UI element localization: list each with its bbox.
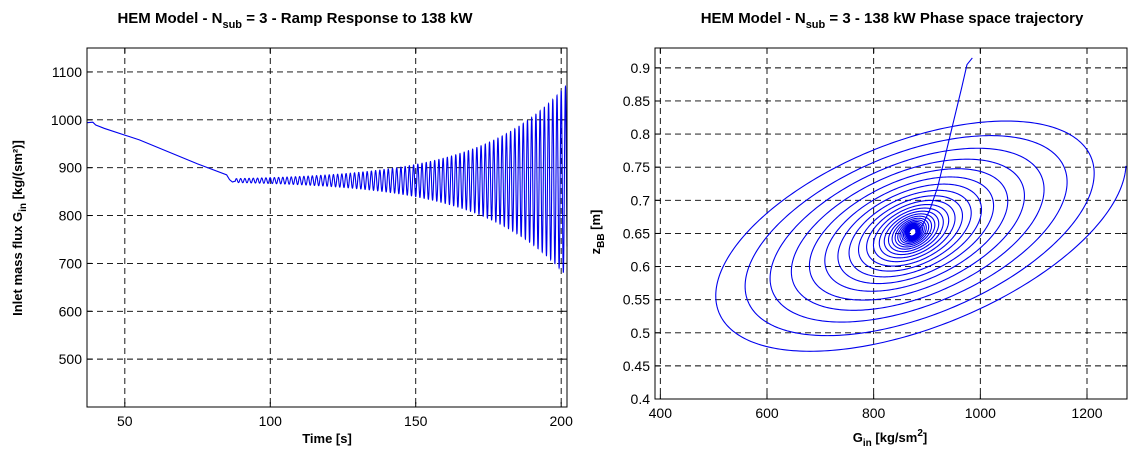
plot-frame [654, 47, 1128, 400]
mass-flux-series [86, 84, 568, 273]
plot-frame [86, 47, 568, 408]
grid [655, 48, 1127, 400]
y-tick-label: 500 [59, 351, 83, 367]
x-tick-labels: 400 600 800 1000 1200 [649, 405, 1103, 421]
y-tick-label: 0.7 [631, 192, 651, 208]
x-tick-label: 400 [649, 405, 673, 421]
x-tick-labels: 50 100 150 200 [117, 413, 573, 429]
y-tick-label: 0.6 [631, 259, 651, 275]
chart-title: HEM Model - Nsub = 3 - Ramp Response to … [117, 10, 473, 31]
x-tick-label: 1000 [965, 405, 996, 421]
y-tick-label: 600 [59, 303, 83, 319]
y-axis-label: zBB [m] [588, 210, 607, 255]
grid [87, 48, 567, 407]
y-axis-label: Inlet mass flux Gin [kg/(sm²)] [10, 140, 29, 316]
x-tick-label: 200 [550, 413, 574, 429]
y-tick-label: 0.45 [623, 358, 650, 374]
x-axis-label: Time [s] [302, 431, 352, 446]
y-tick-label: 800 [59, 208, 83, 224]
x-tick-label: 600 [755, 405, 779, 421]
x-tick-label: 100 [259, 413, 283, 429]
y-tick-label: 0.5 [631, 325, 651, 341]
y-tick-labels: 500 600 700 800 900 1000 1100 [51, 64, 82, 367]
x-tick-label: 50 [117, 413, 133, 429]
tick-marks [87, 48, 567, 407]
x-tick-label: 150 [404, 413, 428, 429]
chart-ramp-response: HEM Model - Nsub = 3 - Ramp Response to … [10, 10, 573, 446]
y-tick-label: 0.85 [623, 93, 650, 109]
y-tick-label: 0.9 [631, 60, 651, 76]
x-tick-label: 1200 [1071, 405, 1102, 421]
y-tick-label: 0.75 [623, 159, 650, 175]
y-tick-label: 900 [59, 160, 83, 176]
y-tick-label: 700 [59, 255, 83, 271]
y-tick-label: 0.4 [631, 391, 651, 407]
chart-phase-space: HEM Model - Nsub = 3 - 138 kW Phase spac… [588, 10, 1128, 449]
y-tick-label: 0.65 [623, 225, 650, 241]
y-tick-label: 0.55 [623, 292, 650, 308]
x-tick-label: 800 [862, 405, 886, 421]
y-tick-label: 0.8 [631, 126, 651, 142]
y-tick-label: 1100 [52, 64, 82, 80]
x-axis-label: Gin [kg/sm2] [853, 428, 927, 449]
y-tick-label: 1000 [51, 112, 82, 128]
chart-title: HEM Model - Nsub = 3 - 138 kW Phase spac… [701, 10, 1084, 31]
phase-trajectory-series [715, 57, 1127, 352]
y-tick-labels: 0.4 0.45 0.5 0.55 0.6 0.65 0.7 0.75 0.8 0.85 0.9 [623, 60, 650, 407]
